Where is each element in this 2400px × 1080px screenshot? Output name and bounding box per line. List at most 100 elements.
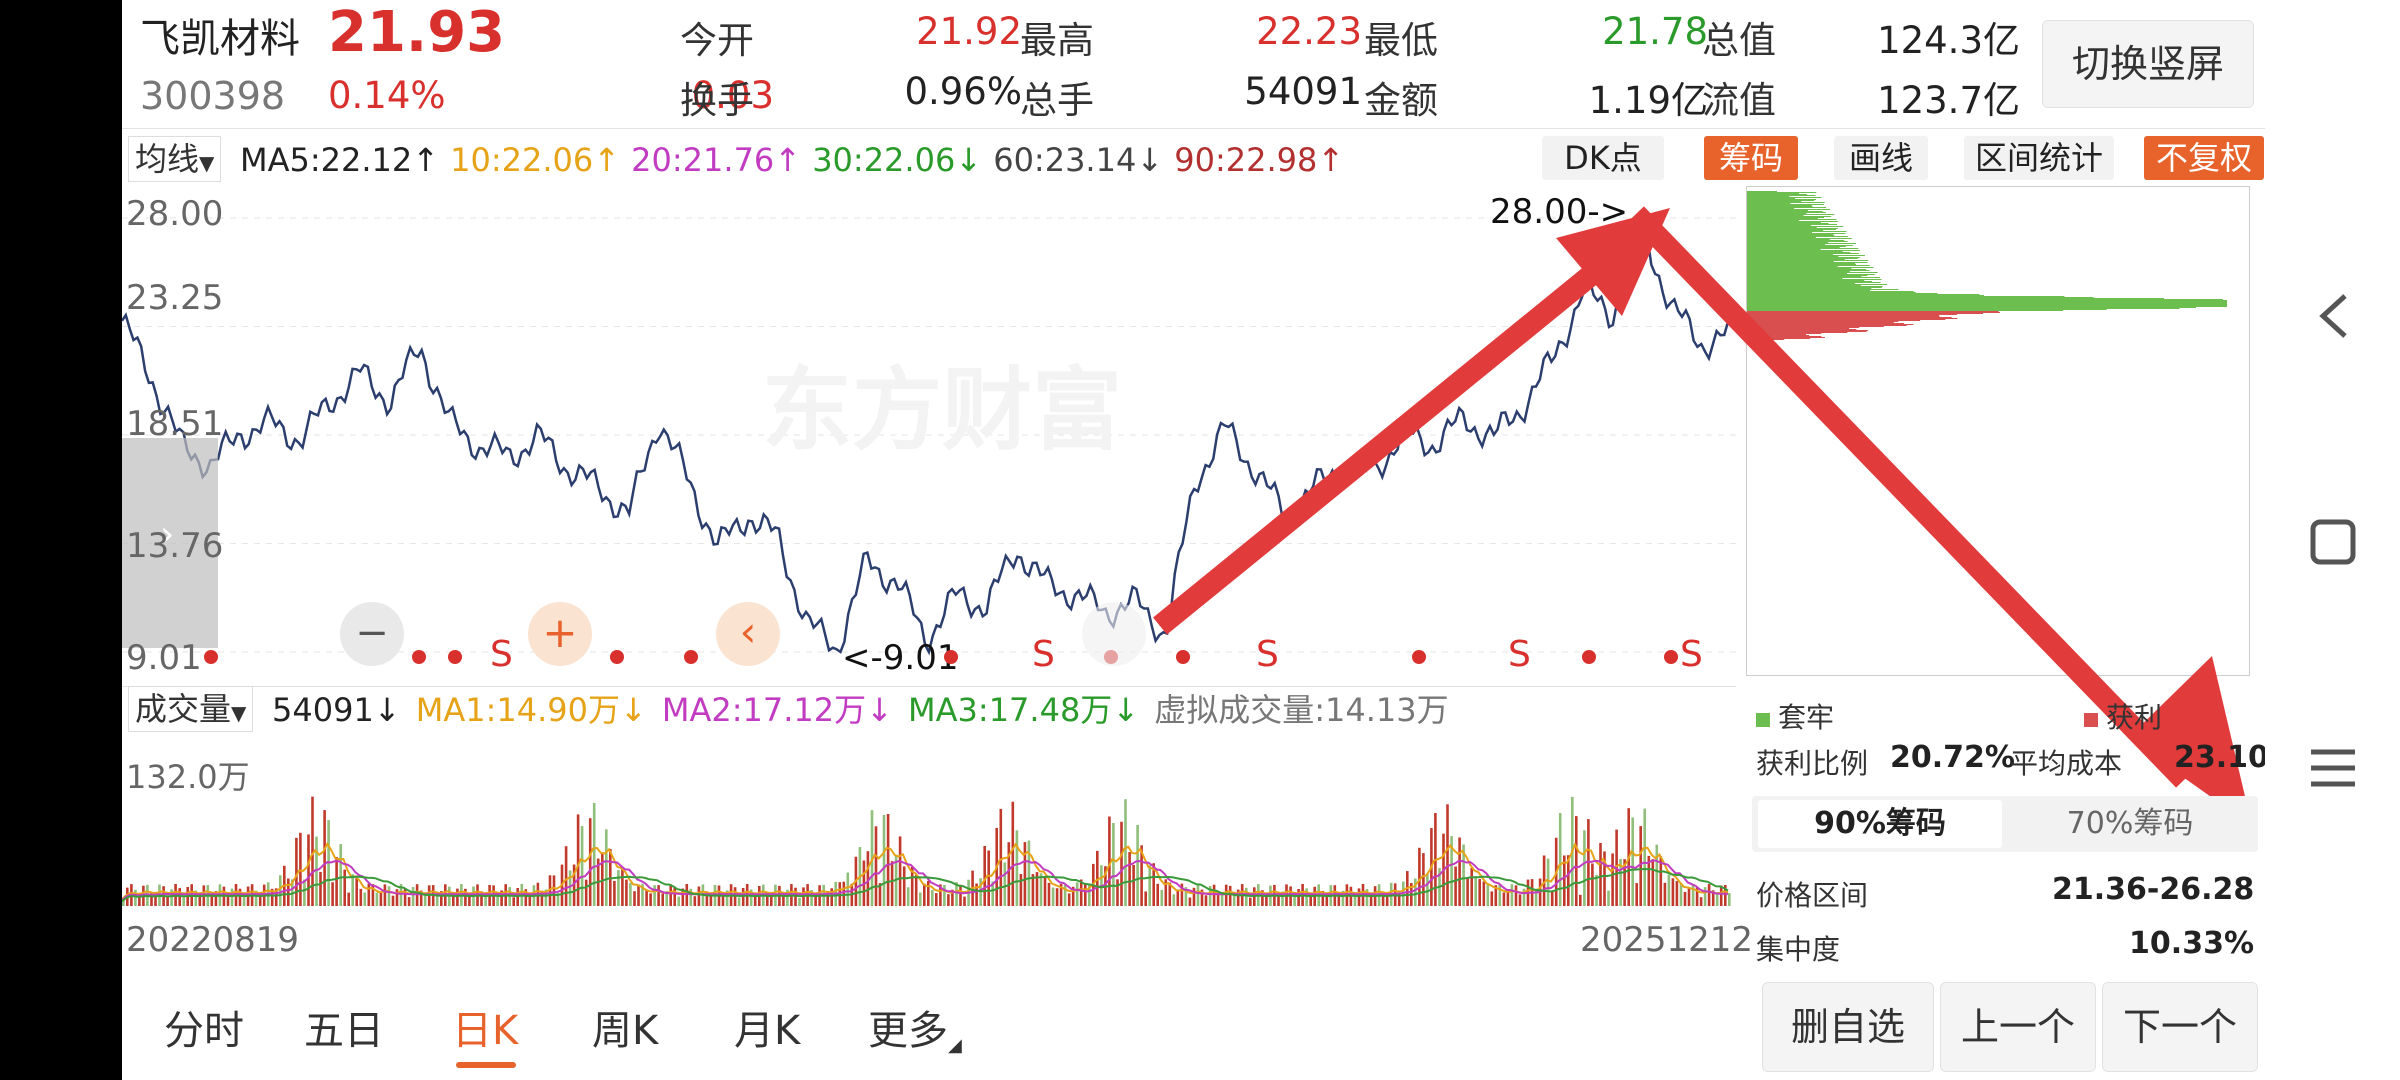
chip-bar [1747, 310, 2064, 311]
volume-chart[interactable]: 132.0万 [122, 740, 1736, 912]
volume-bar [1683, 891, 1687, 906]
tab-five-day[interactable]: 五日 [304, 1008, 384, 1054]
volume-axis-max: 132.0万 [126, 758, 250, 796]
chip-bar [1747, 242, 1829, 243]
ma-selector-label: 均线 [135, 140, 200, 178]
signal-dot [1176, 650, 1190, 664]
volume-bar [1096, 850, 1099, 906]
volume-bar [1232, 895, 1236, 906]
tab-monthly-k[interactable]: 月K [734, 1008, 801, 1054]
back-icon[interactable] [2319, 294, 2347, 338]
volume-bar [1550, 891, 1554, 906]
chip-bar [1747, 199, 1817, 200]
chip-button[interactable]: 筹码 [1704, 136, 1798, 180]
volume-bar [1667, 874, 1671, 906]
volume-bar [1245, 887, 1248, 906]
volume-bar [1647, 855, 1651, 906]
stock-detail-page: 飞凯材料 21.93 300398 0.14% 0.03 今开 21.92 最高… [122, 0, 2265, 1080]
chip-bar [1747, 211, 1823, 212]
volume-bar [1176, 889, 1180, 906]
profit-ratio-value: 20.72% [1890, 740, 2015, 775]
chip-bar [1747, 218, 1818, 219]
chip-bar [1747, 266, 1838, 267]
tab-70-chip[interactable]: 70%筹码 [2066, 806, 2194, 841]
chevron-left-icon: ‹ [739, 607, 757, 656]
tab-90-chip[interactable]: 90%筹码 [1758, 800, 2002, 848]
chevron-right-icon[interactable]: › [160, 514, 175, 555]
volume-bar [1422, 853, 1425, 906]
volume-bar [902, 866, 906, 906]
volume-bar [138, 894, 141, 906]
volume-bar [1035, 872, 1039, 906]
chip-bar [1747, 284, 1887, 285]
tab-daily-k[interactable]: 日K [452, 1008, 519, 1054]
chip-bar [1747, 259, 1845, 260]
volume-selector[interactable]: 成交量▼ [128, 686, 254, 732]
volume-bar [1369, 896, 1373, 906]
volume-bar [1132, 864, 1135, 906]
dk-point-button[interactable]: DK点 [1542, 136, 1664, 180]
volume-bar [592, 802, 596, 906]
zoom-out-button[interactable]: − [340, 602, 404, 666]
switch-portrait-button[interactable]: 切换竖屏 [2042, 20, 2254, 108]
scroll-left-button[interactable]: ‹ [716, 602, 780, 666]
prev-stock-button[interactable]: 上一个 [1940, 982, 2096, 1072]
volume-bar [254, 890, 258, 906]
ma-selector[interactable]: 均线▼ [128, 136, 222, 182]
volume-bar [198, 894, 202, 906]
scroll-right-button[interactable] [1082, 602, 1146, 666]
volume-bar [1124, 799, 1127, 906]
volume-bar [1160, 889, 1164, 906]
volume-bar [1462, 844, 1465, 906]
chip-bar [1747, 225, 1812, 226]
tab-more[interactable]: 更多◢ [868, 998, 962, 1056]
avg-cost-label: 平均成本 [2010, 747, 2123, 780]
volume-bar [1490, 891, 1494, 906]
volume-bar [1220, 892, 1224, 906]
volume-bar [919, 892, 922, 906]
volume-bar [979, 878, 982, 906]
chip-bar [1747, 214, 1835, 215]
caret-down-icon: ▼ [199, 151, 215, 175]
volume-bar [214, 891, 218, 906]
volume-bar [238, 888, 242, 906]
sell-signal: S [1032, 634, 1055, 675]
chip-bar [1747, 321, 1899, 322]
no-adjust-button[interactable]: 不复权 [2144, 136, 2264, 180]
chip-bar [1747, 202, 1825, 203]
drawer-handle[interactable] [122, 438, 218, 648]
remove-watchlist-button[interactable]: 删自选 [1762, 982, 1934, 1072]
volume-bar [1192, 887, 1196, 906]
volume-bar [1506, 891, 1510, 906]
volume-bar [814, 894, 817, 906]
volume-bar [403, 888, 407, 906]
volume-bar [1325, 893, 1329, 906]
volume-bar [339, 844, 342, 906]
chip-bar [1747, 247, 1840, 248]
chip-bar [1747, 324, 1914, 325]
chip-bar [1747, 223, 1829, 224]
range-stats-button[interactable]: 区间统计 [1964, 136, 2114, 180]
home-icon[interactable] [2310, 519, 2356, 565]
volume-bar [1011, 801, 1015, 906]
zoom-in-button[interactable]: + [528, 602, 592, 666]
volume-bar [1281, 891, 1284, 906]
price-range-label: 价格区间 [1756, 879, 1869, 912]
chip-bar [1747, 201, 1802, 202]
draw-line-button[interactable]: 画线 [1834, 136, 1928, 180]
price-chart[interactable]: 东方财富 › 28.00 23.25 18.51 13.76 9.01 28.0… [122, 186, 1736, 678]
volume-bar [1655, 844, 1659, 906]
chip-bar [1747, 333, 1822, 334]
next-stock-button[interactable]: 下一个 [2102, 982, 2258, 1072]
volume-bar [935, 893, 938, 906]
chip-bar [1747, 319, 1946, 320]
volume-bar [568, 870, 572, 906]
volume-bar [1043, 876, 1047, 906]
chip-distribution-svg [1747, 191, 2227, 341]
tab-weekly-k[interactable]: 周K [592, 1008, 659, 1054]
tab-intraday[interactable]: 分时 [164, 1008, 244, 1054]
volume-bar [1595, 874, 1598, 906]
sell-signal: S [1680, 634, 1703, 675]
chip-bar [1747, 204, 1824, 205]
volume-bars [122, 796, 1731, 906]
